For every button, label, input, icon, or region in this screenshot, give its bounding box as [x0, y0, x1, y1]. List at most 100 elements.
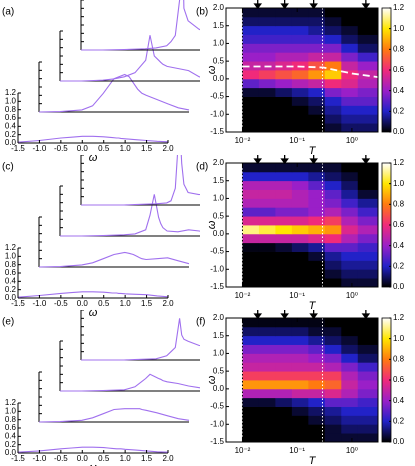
- x-tick-label: 1.0: [120, 454, 132, 463]
- heat-cell: [258, 424, 276, 434]
- heat-cell: [341, 16, 359, 27]
- panel-label: (f): [196, 317, 205, 328]
- heat-cell: [357, 326, 379, 337]
- heat-cell: [308, 96, 326, 106]
- heat-cell: [275, 163, 293, 173]
- heat-cell: [291, 388, 309, 399]
- heat-cell: [258, 380, 276, 390]
- heat-cell: [341, 318, 359, 328]
- heat-cell: [308, 278, 326, 288]
- heat-cell: [324, 326, 342, 337]
- panel-label: (e): [2, 317, 14, 328]
- heat-cell: [242, 242, 260, 252]
- heat-cell: [308, 198, 326, 208]
- heat-cell: [275, 16, 293, 27]
- heat-cell: [324, 96, 342, 106]
- y-tick-label: 0.0: [5, 448, 17, 457]
- heat-cell: [341, 70, 359, 80]
- heat-cell: [308, 362, 326, 372]
- y-tick-label: -1.0: [210, 109, 224, 118]
- heat-cell: [341, 225, 359, 235]
- heat-cell: [258, 198, 276, 208]
- y-tick-label: 1.0: [213, 194, 225, 203]
- heat-cell: [324, 278, 342, 288]
- heat-cell: [324, 43, 342, 53]
- heat-cell: [242, 216, 260, 226]
- heat-cell: [258, 388, 276, 399]
- y-tick-label: 0.6: [5, 423, 17, 432]
- heat-cell: [291, 52, 309, 62]
- heat-cell: [258, 233, 276, 244]
- heat-cell: [324, 70, 342, 80]
- heat-cell: [275, 260, 293, 270]
- heat-cell: [324, 242, 342, 252]
- heat-cell: [324, 207, 342, 217]
- heat-cell: [258, 105, 276, 115]
- heat-cell: [357, 380, 379, 390]
- x-tick-label: 10⁻²: [235, 136, 251, 145]
- heat-cell: [258, 344, 276, 354]
- heat-cell: [258, 335, 276, 345]
- heat-cell: [324, 78, 342, 89]
- heat-cell: [357, 242, 379, 252]
- plot-frame: [225, 162, 379, 288]
- heat-cell: [308, 43, 326, 53]
- x-tick-label: 10⁰: [346, 446, 358, 455]
- heat-cell: [324, 105, 342, 115]
- heat-cell: [275, 61, 293, 71]
- heat-cell: [275, 397, 293, 407]
- heat-cell: [324, 163, 342, 173]
- heat-cell: [242, 189, 260, 199]
- heat-cell: [291, 326, 309, 337]
- y-tick-label: 1.2: [5, 88, 17, 97]
- x-tick-label: 2.0: [162, 454, 174, 463]
- heat-cell: [242, 233, 260, 244]
- heat-cell: [357, 406, 379, 416]
- heat-cell: [258, 43, 276, 53]
- heat-cell: [242, 207, 260, 217]
- heat-cell: [308, 78, 326, 89]
- heat-cell: [258, 163, 276, 173]
- heat-cell: [242, 251, 260, 261]
- y-tick-label: 1.2: [5, 243, 17, 252]
- heat-cell: [341, 397, 359, 407]
- heat-cell: [291, 171, 309, 182]
- spectrum-line: [38, 251, 190, 268]
- heat-cell: [324, 16, 342, 27]
- x-tick-label: -1.0: [33, 299, 47, 308]
- y-tick-label: 2.0: [213, 3, 225, 12]
- heat-cell: [324, 251, 342, 261]
- heat-cell: [308, 371, 326, 381]
- y-tick-label: 1.5: [213, 21, 225, 30]
- heat-cell: [341, 189, 359, 199]
- y-tick-label: -0.5: [210, 402, 224, 411]
- x-tick-label: -0.5: [54, 454, 68, 463]
- heat-cell: [258, 189, 276, 199]
- heat-cell: [242, 198, 260, 208]
- colorbar-tick-label: 0.2: [393, 261, 405, 270]
- heat-cell: [341, 52, 359, 62]
- heat-cell: [324, 371, 342, 381]
- heat-cell: [308, 335, 326, 345]
- heat-cell: [275, 269, 293, 279]
- x-axis-label: T: [309, 455, 317, 466]
- heat-cell: [308, 406, 326, 416]
- heat-cell: [291, 207, 309, 217]
- spectrum-line: [60, 194, 200, 237]
- heat-cell: [258, 318, 276, 328]
- spectrum-line: [60, 373, 200, 392]
- heat-cell: [308, 189, 326, 199]
- y-tick-label: 0.4: [5, 121, 17, 130]
- heat-cell: [324, 269, 342, 279]
- heat-cell: [242, 415, 260, 425]
- arrow-marker: [361, 155, 371, 165]
- heat-cell: [308, 225, 326, 235]
- colorbar-tick-label: 0.8: [393, 199, 405, 208]
- x-tick-label: 1.5: [141, 454, 153, 463]
- heat-cell: [357, 189, 379, 199]
- heat-cell: [258, 260, 276, 270]
- heat-cell: [291, 242, 309, 252]
- colorbar-tick-label: 1.0: [393, 179, 405, 188]
- heat-cell: [242, 70, 260, 80]
